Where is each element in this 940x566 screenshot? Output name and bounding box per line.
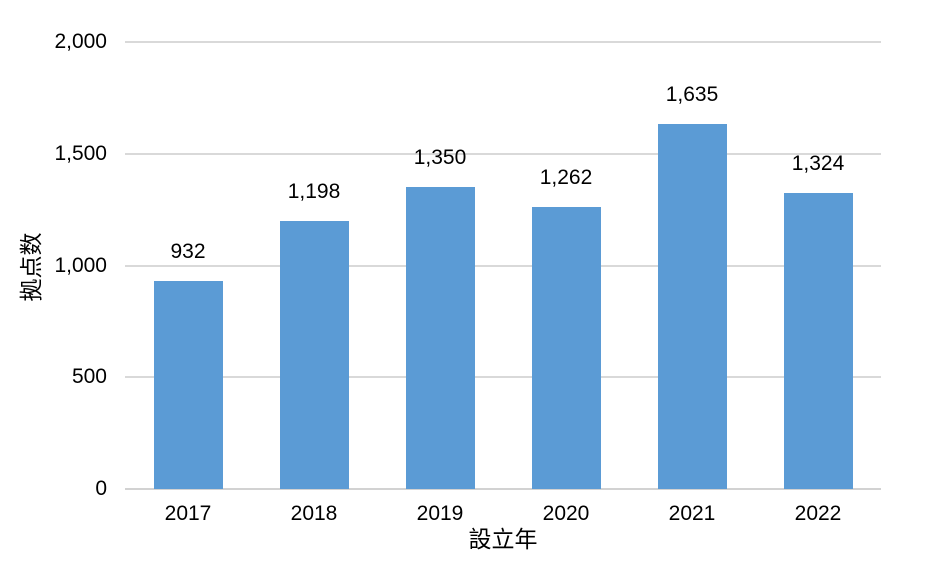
x-tick-label: 2019 <box>416 502 464 525</box>
bar-value-label: 932 <box>170 239 206 263</box>
bar <box>531 206 601 489</box>
bar <box>279 221 349 489</box>
x-tick-label: 2018 <box>290 502 338 525</box>
gridline <box>125 376 881 379</box>
plot-area: 0 500 1,000 1,500 2,000 932 2017 1,198 2018 1,350… <box>54 30 881 525</box>
gridline <box>125 41 881 43</box>
bar-value-label: 1,635 <box>665 82 719 106</box>
x-tick-label: 2021 <box>668 502 716 525</box>
bar <box>153 280 223 489</box>
x-tick-label: 2020 <box>542 502 590 525</box>
y-tick-label: 0 <box>95 477 107 500</box>
gridline <box>125 152 881 155</box>
gridline <box>125 264 881 267</box>
y-tick-label: 1,000 <box>54 253 107 277</box>
bar-value-label: 1,198 <box>287 180 341 204</box>
y-tick-label: 500 <box>71 365 107 389</box>
x-tick-label: 2017 <box>164 502 212 525</box>
x-tick-label: 2022 <box>794 502 842 525</box>
bar <box>783 193 853 489</box>
bar-value-label: 1,350 <box>413 146 467 170</box>
gridline <box>125 488 881 490</box>
y-tick-label: 2,000 <box>54 30 107 53</box>
bar-value-label: 1,324 <box>791 152 845 176</box>
x-axis-title: 設立年 <box>468 526 538 552</box>
bar <box>405 187 475 489</box>
y-tick-label: 1,500 <box>54 141 107 165</box>
bar-value-label: 1,262 <box>539 165 593 189</box>
bar <box>657 123 727 489</box>
